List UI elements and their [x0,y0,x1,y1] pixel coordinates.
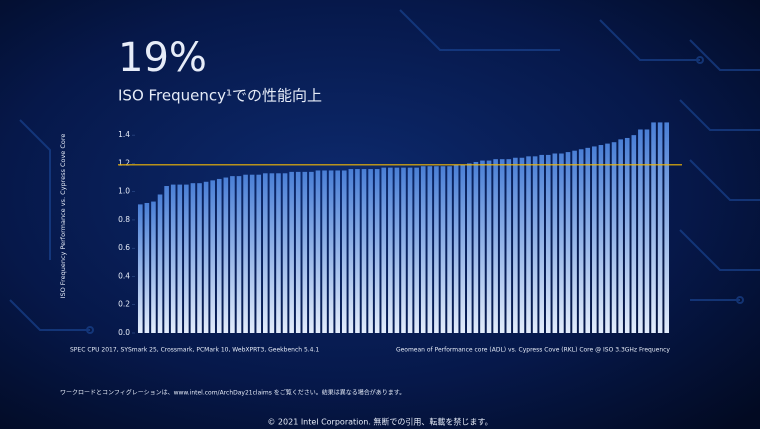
copyright: © 2021 Intel Corporation. 無断での引用、転載を禁じます… [267,417,492,427]
y-tick-label: 0.0 [118,328,130,337]
bar [236,176,242,333]
bar [170,184,176,333]
note-right: Geomean of Performance core (ADL) vs. Cy… [396,347,670,354]
y-tick-label: 0.2 [118,300,130,309]
bar [565,152,571,333]
subtitle: ISO Frequency¹での性能向上 [118,87,322,105]
y-tick-label: 1.0 [118,187,130,196]
bar [657,122,663,333]
bar [164,186,169,333]
bar [631,135,637,333]
bar [144,202,150,333]
bar [460,164,466,333]
bar [414,167,419,333]
y-axis-label: ISO Frequency Performance vs. Cypress Co… [59,134,67,299]
bar [256,174,262,333]
bar [289,171,294,333]
bar [322,170,327,333]
note-left: SPEC CPU 2017, SYSmark 25, Crossmark, PC… [70,347,319,354]
bar [559,153,564,333]
bar [157,194,163,333]
bar [466,163,472,333]
bar [585,147,591,333]
bar [269,173,275,333]
bar [651,122,656,333]
bar [578,149,584,333]
bar [434,166,439,333]
circuit-decoration [9,9,760,334]
bar [618,139,623,333]
y-tick-label: 0.6 [118,243,130,252]
bar [453,164,459,333]
bar [545,154,551,333]
bar [381,167,387,333]
bar [374,169,380,333]
bar [644,129,650,333]
bar [263,173,268,333]
bar [368,169,373,333]
bar [473,161,479,333]
bar [394,167,400,333]
bar [526,156,531,333]
bar [341,170,347,333]
bar [624,137,630,333]
bar [552,153,558,333]
bar [276,173,281,333]
y-tick-label: 1.4 [118,130,130,139]
bar [539,154,544,333]
bar [572,150,577,333]
footnote: ワークロードとコンフィグレーションは、www.intel.com/ArchDay… [60,389,405,397]
bar [177,184,183,333]
bar [427,166,433,333]
bar [184,184,189,333]
bar [243,174,248,333]
bar [420,166,426,333]
bar [401,167,406,333]
bar [605,143,610,333]
bar [348,169,354,333]
bar [447,166,452,333]
bar [440,166,446,333]
bar [480,160,485,333]
bar [190,183,196,333]
bar [598,145,604,333]
bar [407,167,413,333]
y-tick-label: 0.8 [118,215,130,224]
bar [513,157,518,333]
bar [335,170,341,333]
bar [309,171,314,333]
bar [493,159,498,333]
bar [249,174,255,333]
bar [295,171,301,333]
bar [151,201,156,333]
bar [664,122,670,333]
bar [388,167,393,333]
bar [137,204,143,333]
bar [611,142,617,333]
bar [302,171,308,333]
title: 19% [118,35,207,81]
bar [328,170,334,333]
bar [203,181,209,333]
bar [210,180,215,333]
bar [216,178,222,333]
bar [282,173,288,333]
bar [506,159,512,333]
bar [197,183,202,333]
bar [361,169,367,333]
bar [499,159,505,333]
bar [223,177,229,333]
bar [592,146,597,333]
bar [638,129,643,333]
bar [230,176,235,333]
y-tick-label: 1.2 [118,158,130,167]
bar [315,170,321,333]
bar [355,169,360,333]
bar [486,160,492,333]
y-tick-label: 0.4 [118,271,130,280]
bar [519,157,525,333]
bar [532,156,538,333]
